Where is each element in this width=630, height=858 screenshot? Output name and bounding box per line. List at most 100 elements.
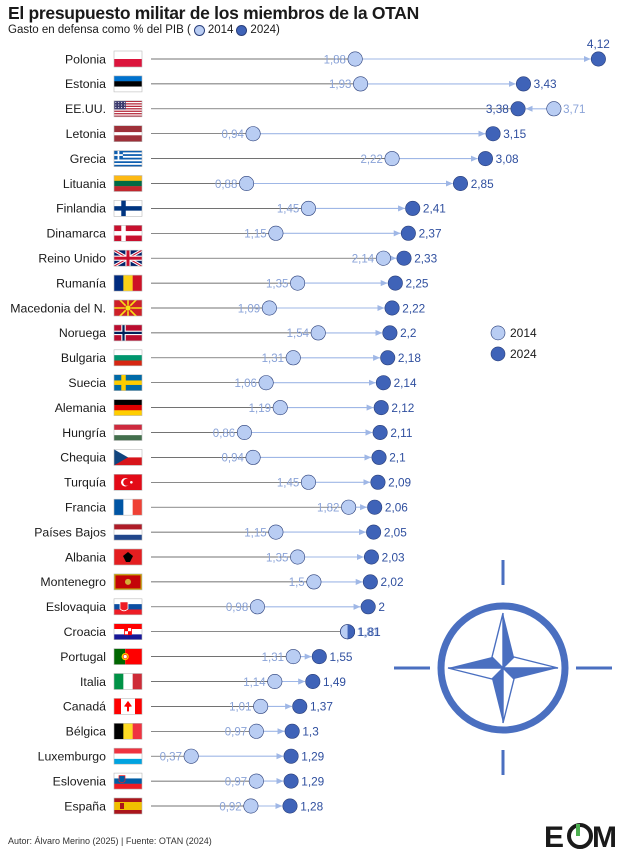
point-2014 xyxy=(248,723,264,739)
label-2024: 1,55 xyxy=(330,650,353,664)
point-2014 xyxy=(236,424,252,440)
point-2024 xyxy=(485,126,501,142)
label-2024: 2,14 xyxy=(394,376,417,390)
category-label: Estonia xyxy=(65,77,106,91)
chart-row: Rumanía 1,35 2,25 xyxy=(56,274,429,292)
point-2024 xyxy=(360,599,376,615)
chart-row: Reino Unido 2,14 2,33 xyxy=(38,249,438,267)
footer-credit: Autor: Álvaro Merino (2025) | Fuente: OT… xyxy=(8,836,212,846)
label-2024: 2,03 xyxy=(382,550,405,564)
label-2024: 2,41 xyxy=(423,202,446,216)
category-label: Canadá xyxy=(63,700,106,714)
point-2014 xyxy=(268,225,284,241)
chart-row: Suecia 1,06 2,14 xyxy=(68,374,417,392)
uk-flag xyxy=(113,249,143,267)
label-2024: 2,02 xyxy=(381,575,404,589)
point-2024 xyxy=(366,524,382,540)
label-2024: 1,81 xyxy=(358,625,381,639)
point-2014 xyxy=(248,773,264,789)
point-2014 xyxy=(300,200,316,216)
svg-text:E: E xyxy=(544,821,563,852)
sweden-flag xyxy=(113,374,143,392)
albania-flag xyxy=(113,548,143,566)
france-flag xyxy=(113,498,143,516)
nato-compass-star-icon xyxy=(394,560,612,775)
point-2014 xyxy=(341,499,357,515)
chart-row: Polonia 1,88 4,12 xyxy=(65,37,610,68)
category-label: Grecia xyxy=(70,152,106,166)
czechia-flag xyxy=(113,449,143,466)
label-2024: 2,2 xyxy=(400,326,416,340)
category-label: EE.UU. xyxy=(65,102,106,116)
point-2024 xyxy=(387,275,403,291)
eom-logo: E M xyxy=(544,821,617,852)
chart-row: España 0,92 1,28 xyxy=(64,797,324,815)
chart-row: Croacia 1,811,81 xyxy=(64,623,381,641)
point-2024 xyxy=(405,200,421,216)
label-2014: 1,31 xyxy=(262,353,284,365)
label-2024: 2,09 xyxy=(388,476,411,490)
label-2014: 0,88 xyxy=(215,179,237,191)
point-2014 xyxy=(290,275,306,291)
chart-row: Lituania 0,88 2,85 xyxy=(63,175,494,192)
north-macedonia-flag xyxy=(113,299,143,317)
point-2024 xyxy=(380,350,396,366)
category-label: Bulgaria xyxy=(61,351,106,365)
label-2014: 1,09 xyxy=(238,303,260,315)
point-2024 xyxy=(372,424,388,440)
chart-row: Bélgica 0,97 1,3 xyxy=(66,722,319,740)
label-2024: 3,15 xyxy=(503,127,526,141)
point-2024 xyxy=(311,649,327,665)
chart-row: EE.UU. 3,71 3,38 xyxy=(65,100,585,118)
label-2024: 2,22 xyxy=(402,301,425,315)
chart-row: Dinamarca 1,15 2,37 xyxy=(47,225,442,242)
label-2024: 1,29 xyxy=(301,750,324,764)
category-label: Dinamarca xyxy=(47,227,107,241)
category-label: Suecia xyxy=(68,376,106,390)
label-2014: 0,92 xyxy=(219,801,241,813)
point-2014 xyxy=(290,549,306,565)
category-label: Turquía xyxy=(64,476,106,490)
point-2014 xyxy=(245,449,261,465)
point-2014 xyxy=(300,474,316,490)
category-label: Rumanía xyxy=(56,276,106,290)
label-2024: 1,28 xyxy=(300,799,323,813)
label-2024: 2 xyxy=(378,600,385,614)
category-label: Chequia xyxy=(60,451,106,465)
label-2014: 1,01 xyxy=(229,702,251,714)
label-2024: 2,06 xyxy=(385,501,408,515)
point-2024 xyxy=(282,798,298,814)
netherlands-flag xyxy=(113,523,143,541)
category-label: Portugal xyxy=(60,650,106,664)
chart-legend: 2014 2024 xyxy=(490,325,537,361)
romania-flag xyxy=(113,274,143,292)
label-2024: 2,11 xyxy=(390,426,412,440)
croatia-flag xyxy=(113,623,143,641)
point-2024 xyxy=(590,51,606,67)
category-label: Noruega xyxy=(59,326,106,340)
label-2014: 0,86 xyxy=(213,428,235,440)
norway-flag xyxy=(113,324,143,342)
label-2014: 1,15 xyxy=(244,229,266,241)
point-2024 xyxy=(292,698,308,714)
label-2014: 2,14 xyxy=(352,254,375,266)
poland-flag xyxy=(113,50,143,68)
chart-row: Estonia 1,93 3,43 xyxy=(65,75,557,93)
point-2014 xyxy=(353,76,369,92)
point-2024 xyxy=(515,76,531,92)
point-2014 xyxy=(261,300,277,316)
point-2014 xyxy=(268,524,284,540)
label-2024: 2,12 xyxy=(391,401,414,415)
category-label: Bélgica xyxy=(66,725,106,739)
label-2024: 2,1 xyxy=(389,451,405,465)
chart-title: El presupuesto militar de los miembros d… xyxy=(8,3,419,23)
label-2014: 1,31 xyxy=(262,652,284,664)
point-2014 xyxy=(375,250,391,266)
latvia-flag xyxy=(113,125,143,142)
point-2024 xyxy=(396,250,412,266)
point-2024 xyxy=(363,549,379,565)
point-2024 xyxy=(283,748,299,764)
point-2024 xyxy=(362,574,378,590)
category-label: Luxemburgo xyxy=(38,750,107,764)
category-label: España xyxy=(64,799,106,813)
